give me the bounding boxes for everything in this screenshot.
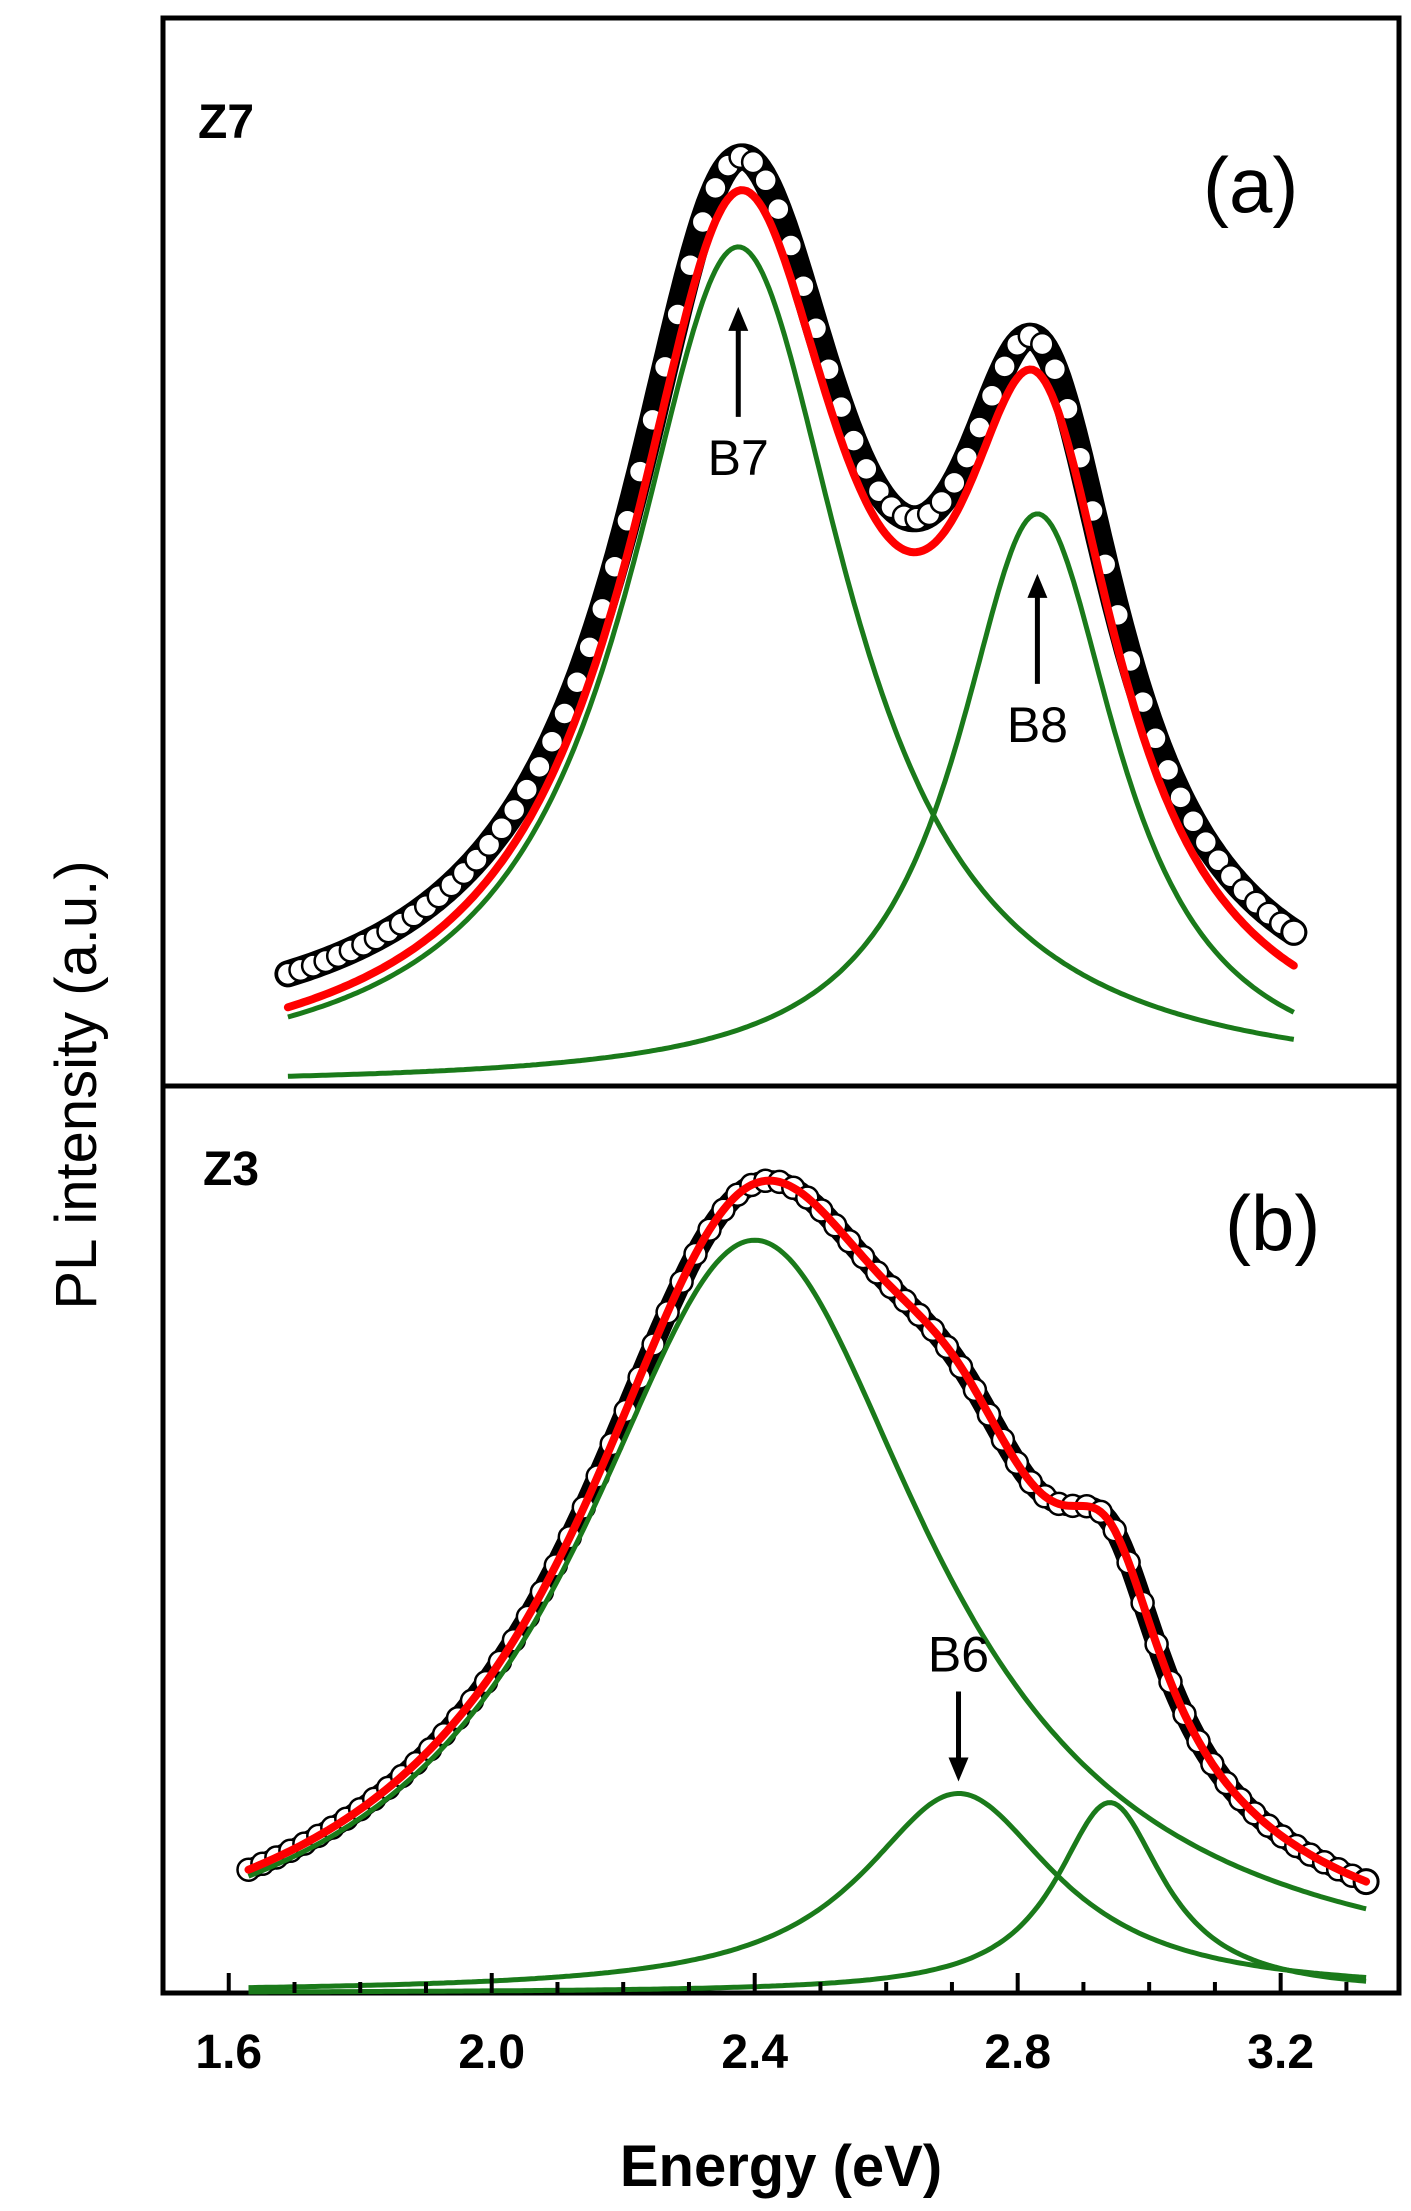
panel-b-frame <box>160 1083 1402 1996</box>
annotation-arrow-head <box>948 1757 969 1782</box>
panel-a-data-point <box>1030 331 1055 357</box>
panel-b-fit-line <box>244 1176 1371 1886</box>
panel-a-data-point <box>866 478 892 504</box>
x-axis: 1.6 2.0 2.4 2.8 3.2 <box>195 1973 1349 2079</box>
panel-a-tag: (a) <box>1203 141 1298 229</box>
panel-a-data-endpoint <box>1280 918 1308 946</box>
panel-a-data-point <box>1206 848 1231 873</box>
panel-a-data-point <box>740 149 766 175</box>
x-tick-label: 2.4 <box>721 2026 788 2079</box>
panel-a-data-point <box>527 754 552 780</box>
x-tick-label: 2.8 <box>984 2026 1051 2079</box>
panel-b-sample-label: Z3 <box>203 1143 259 1196</box>
peak-label-b7: B7 <box>708 430 769 486</box>
panel-b-component-1 <box>247 1237 1367 1912</box>
panel-b-tag: (b) <box>1225 1179 1320 1267</box>
panel-a-data-point <box>992 354 1017 379</box>
x-tick-label: 3.2 <box>1247 2026 1314 2079</box>
panel-a-fit-line <box>283 186 1298 1012</box>
panel-a-data-point <box>1180 809 1206 834</box>
panel-a-component-1 <box>287 244 1295 1042</box>
panel-a-data-point <box>1042 356 1068 382</box>
panel-a-plot: B7 B8 <box>274 143 1308 1079</box>
panel-b-plot: B6 <box>236 1168 1380 1995</box>
panel-b-component-3 <box>248 1800 1367 1995</box>
panel-a-sample-label: Z7 <box>198 96 254 149</box>
x-tick-label: 2.0 <box>458 2026 525 2079</box>
x-tick-label: 1.6 <box>195 2026 262 2079</box>
x-axis-title: Energy (eV) <box>620 2134 942 2199</box>
panel-a-data-point <box>1193 829 1219 855</box>
annotation-arrow-head <box>1027 573 1048 598</box>
panel-a-data-point <box>501 797 527 823</box>
panel-a-data-point <box>514 777 540 802</box>
panel-b-component-2 <box>248 1791 1367 1991</box>
panel-a-data-point <box>942 470 967 496</box>
panel-a-data-point <box>753 168 778 193</box>
y-axis-title: PL intensity (a.u.) <box>44 860 109 1309</box>
panel-a-component-2 <box>287 511 1295 1079</box>
annotation-arrow-head <box>728 306 749 331</box>
panel-a-data-point <box>929 489 954 515</box>
peak-label-b6: B6 <box>928 1626 989 1682</box>
panel-a-data-point <box>489 816 514 841</box>
panel-a-data-point <box>476 832 502 858</box>
peak-label-b8: B8 <box>1007 697 1068 753</box>
panel-a-data-point <box>703 175 728 201</box>
